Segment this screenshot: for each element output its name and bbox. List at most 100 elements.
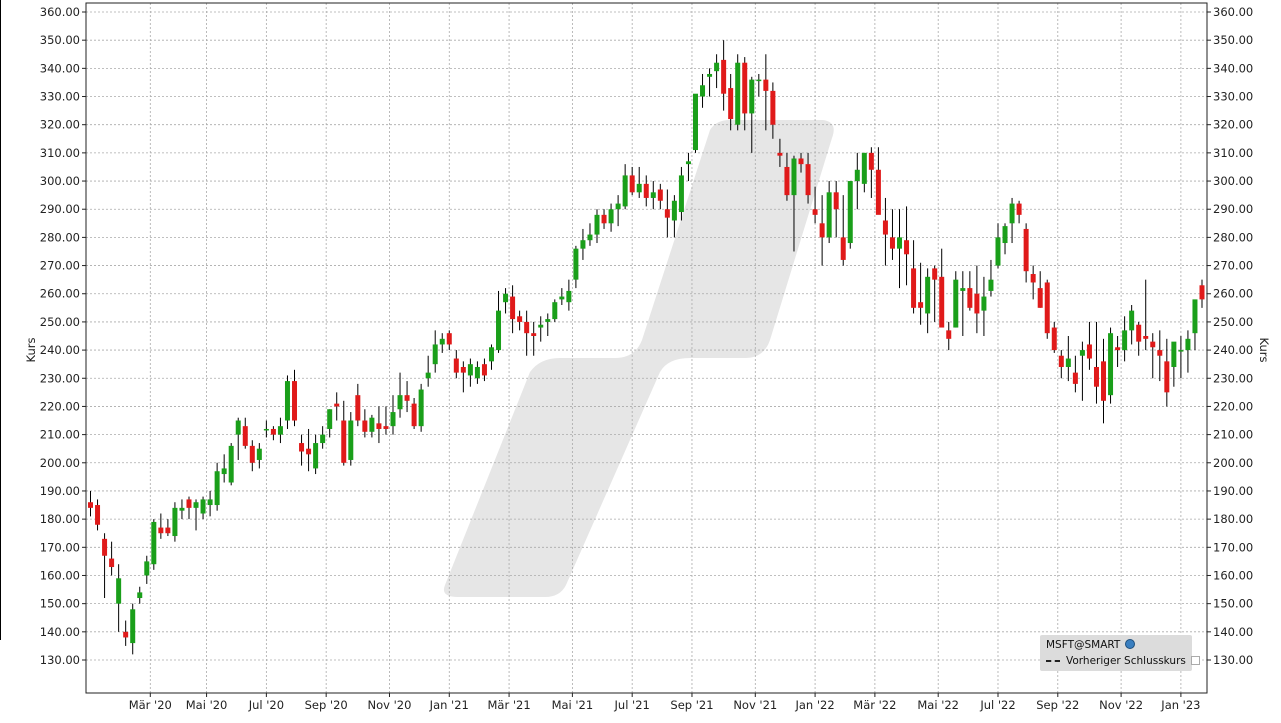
y-tick-label-left: 250.00 <box>40 315 80 329</box>
candle-body <box>488 347 494 362</box>
candle-body <box>503 293 509 303</box>
candle-body <box>643 183 649 198</box>
candle-body <box>1065 358 1071 367</box>
candle <box>552 299 558 322</box>
candle <box>622 164 628 210</box>
y-tick-label-right: 270.00 <box>1213 259 1253 273</box>
plot-frame <box>85 2 1208 694</box>
candle-body <box>678 175 684 213</box>
candle <box>341 400 347 466</box>
candle <box>946 321 952 351</box>
candle-body <box>404 395 410 401</box>
candle-body <box>1030 274 1036 283</box>
candle-body <box>629 175 635 193</box>
candle-body <box>200 499 206 514</box>
candle <box>1023 223 1029 283</box>
candle <box>460 361 466 393</box>
candle <box>700 73 706 108</box>
candle <box>151 519 157 570</box>
candle-body <box>777 152 783 156</box>
candle <box>657 183 663 210</box>
candle-body <box>608 209 614 224</box>
candle <box>1122 316 1128 362</box>
candle-body <box>974 293 980 314</box>
candle <box>692 93 698 153</box>
candle-body <box>1199 285 1205 300</box>
candle <box>446 330 452 351</box>
candle <box>911 240 917 314</box>
candle <box>918 262 924 325</box>
candle <box>488 344 494 370</box>
candle <box>1044 279 1050 339</box>
candle <box>1093 321 1099 404</box>
y-tick-label-left: 300.00 <box>40 174 80 188</box>
x-tick-label: Nov '22 <box>1099 698 1143 712</box>
y-tick-label-right: 150.00 <box>1213 597 1253 611</box>
candle-body <box>763 79 769 91</box>
candle <box>629 166 635 196</box>
y-tick-label-left: 140.00 <box>40 625 80 639</box>
candle-body <box>897 237 903 249</box>
y-tick-label-right: 230.00 <box>1213 371 1253 385</box>
y-tick-label-left: 170.00 <box>40 540 80 554</box>
candle <box>1136 321 1142 356</box>
candle-body <box>425 372 431 379</box>
candle-body <box>102 538 108 556</box>
candle-body <box>277 426 283 435</box>
candle-body <box>249 445 255 463</box>
candle-body <box>601 214 607 224</box>
x-tick-label: Jan '21 <box>429 698 469 712</box>
x-tick-label: Sep '21 <box>670 698 713 712</box>
candle-body <box>524 321 530 334</box>
candle <box>432 330 438 373</box>
candle <box>707 68 713 97</box>
legend-entry-row[interactable]: Vorheriger Schlusskurs <box>1046 655 1200 667</box>
candle <box>1009 197 1015 244</box>
x-tick-label: Mär '20 <box>129 698 172 712</box>
y-tick-label-right: 330.00 <box>1213 90 1253 104</box>
candle <box>742 57 748 131</box>
y-tick-labels-right: 360.00 350.00 340.00 330.00 320.00 310.00 300.… <box>1213 5 1253 667</box>
candle <box>165 519 171 537</box>
candle-body <box>1115 347 1121 351</box>
candle-body <box>925 276 931 314</box>
x-tick-labels: Mär '20 Mai '20 Jul '20 Sep '20 Nov '20 Jan '… <box>129 698 1201 712</box>
candle <box>235 417 241 460</box>
dashed-line-icon <box>1046 660 1060 662</box>
legend-symbol-row[interactable]: MSFT@SMART <box>1046 639 1136 651</box>
checkbox-icon[interactable] <box>1190 656 1200 665</box>
candle-body <box>123 631 129 638</box>
candle-body <box>1093 366 1099 387</box>
candle <box>608 203 614 232</box>
candle <box>334 392 340 421</box>
candle <box>313 434 319 475</box>
candle-body <box>1044 282 1050 334</box>
candle-body <box>721 59 727 94</box>
y-axis-label-right: Kurs <box>1257 338 1271 363</box>
candle-body <box>284 381 290 421</box>
candle <box>1108 327 1114 404</box>
candle-body <box>868 152 874 170</box>
candle-body <box>918 302 924 308</box>
candle <box>481 358 487 382</box>
x-tick-label: Jul '22 <box>979 698 1015 712</box>
candle-body <box>1101 361 1107 401</box>
x-tick-label: Nov '21 <box>733 698 777 712</box>
candle-body <box>1143 336 1149 339</box>
candle-body <box>700 85 706 97</box>
candle <box>601 209 607 229</box>
candle <box>517 310 523 331</box>
candle <box>826 181 832 244</box>
candle <box>1030 265 1036 300</box>
candle-body <box>1150 341 1156 348</box>
candle <box>1065 336 1071 382</box>
candle-body <box>995 237 1001 266</box>
candle-body <box>911 268 917 308</box>
candle-body <box>292 381 298 421</box>
y-tick-label-left: 190.00 <box>40 484 80 498</box>
legend[interactable]: MSFT@SMART Vorheriger Schlusskurs <box>1040 635 1200 671</box>
globe-icon[interactable] <box>1125 639 1136 649</box>
candle <box>467 358 473 387</box>
candle <box>650 181 656 210</box>
candle-body <box>1164 361 1170 393</box>
